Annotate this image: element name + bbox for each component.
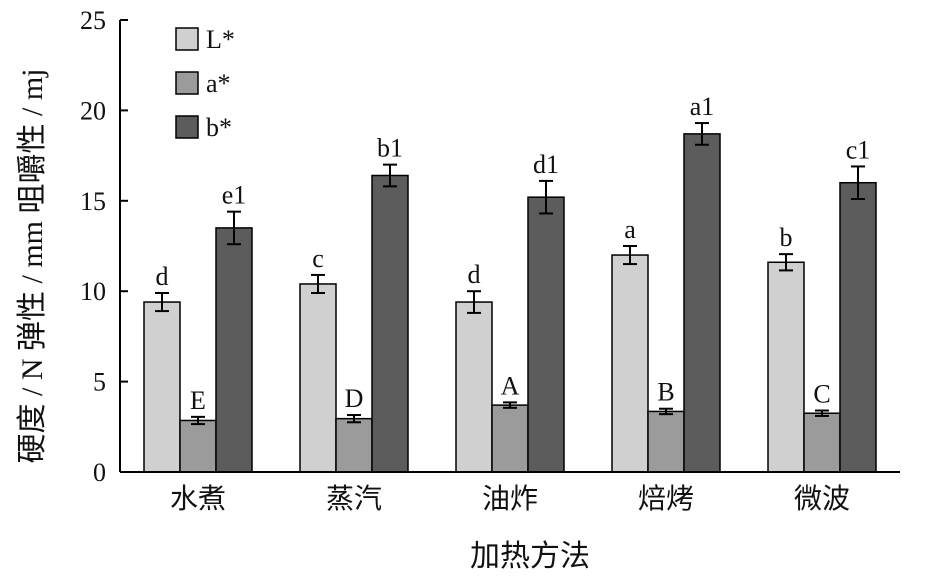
- significance-label: A: [501, 371, 520, 400]
- bar-astar-2: [335, 417, 373, 473]
- significance-label: D: [345, 384, 364, 413]
- significance-label: B: [657, 378, 674, 407]
- bar-bstar-5: [839, 181, 877, 473]
- x-ticks-group: 水煮 蒸汽 油炸 焙烤 微波: [170, 483, 850, 515]
- x-tick-label: 蒸汽: [326, 483, 382, 515]
- axes-group: [119, 20, 900, 473]
- legend-label: a*: [206, 69, 231, 98]
- y-tick-label: 20: [80, 96, 106, 125]
- bar-bstar-3: [527, 196, 565, 473]
- x-axis-title: 加热方法: [470, 540, 590, 573]
- bar-labels-group: d Ee1 c Db1 d Ad1 a Ba1 b Cc1: [156, 92, 871, 415]
- legend-label: L*: [206, 25, 235, 54]
- x-tick-label: 焙烤: [638, 483, 694, 515]
- bar-Lstar-5: [767, 261, 805, 473]
- bars-group: [143, 133, 877, 473]
- x-tick-label: 微波: [794, 483, 850, 515]
- significance-label: b1: [377, 134, 403, 163]
- x-tick-label: 水煮: [170, 483, 226, 515]
- legend-swatch: [175, 27, 199, 51]
- significance-label: d: [468, 260, 481, 289]
- bar-astar-4: [647, 410, 685, 473]
- error-bars-group: [155, 122, 865, 426]
- bar-Lstar-3: [455, 301, 493, 473]
- y-tick-label: 25: [80, 6, 106, 35]
- y-tick-label: 15: [80, 187, 106, 216]
- bar-bstar-1: [215, 227, 253, 473]
- significance-label: d1: [533, 150, 559, 179]
- significance-label: a1: [690, 92, 715, 121]
- x-tick-label: 油炸: [482, 483, 538, 515]
- significance-label: d: [156, 262, 169, 291]
- y-tick-label: 0: [93, 458, 106, 487]
- significance-label: a: [624, 215, 636, 244]
- legend-label: b*: [206, 113, 232, 142]
- significance-label: c1: [846, 135, 871, 164]
- bar-astar-1: [179, 419, 217, 473]
- y-ticks-group: 0 5 10 15 20 25: [80, 6, 128, 487]
- bar-bstar-4: [683, 133, 721, 473]
- bar-bstar-2: [371, 174, 409, 473]
- significance-label: b: [780, 223, 793, 252]
- bar-Lstar-2: [299, 283, 337, 473]
- y-tick-label: 10: [80, 277, 106, 306]
- y-tick-label: 5: [93, 368, 106, 397]
- y-axis-title: 硬度 / N 弹性 / mm 咀嚼性 / mj: [16, 68, 49, 463]
- bar-astar-5: [803, 412, 841, 473]
- significance-label: C: [813, 380, 830, 409]
- legend-swatch: [175, 71, 199, 95]
- bar-Lstar-1: [143, 301, 181, 473]
- significance-label: c: [312, 244, 324, 273]
- legend: L* a* b*: [175, 25, 235, 142]
- significance-label: E: [190, 386, 206, 415]
- bar-astar-3: [491, 404, 529, 473]
- legend-swatch: [175, 115, 199, 139]
- significance-label: e1: [222, 181, 247, 210]
- bar-Lstar-4: [611, 254, 649, 473]
